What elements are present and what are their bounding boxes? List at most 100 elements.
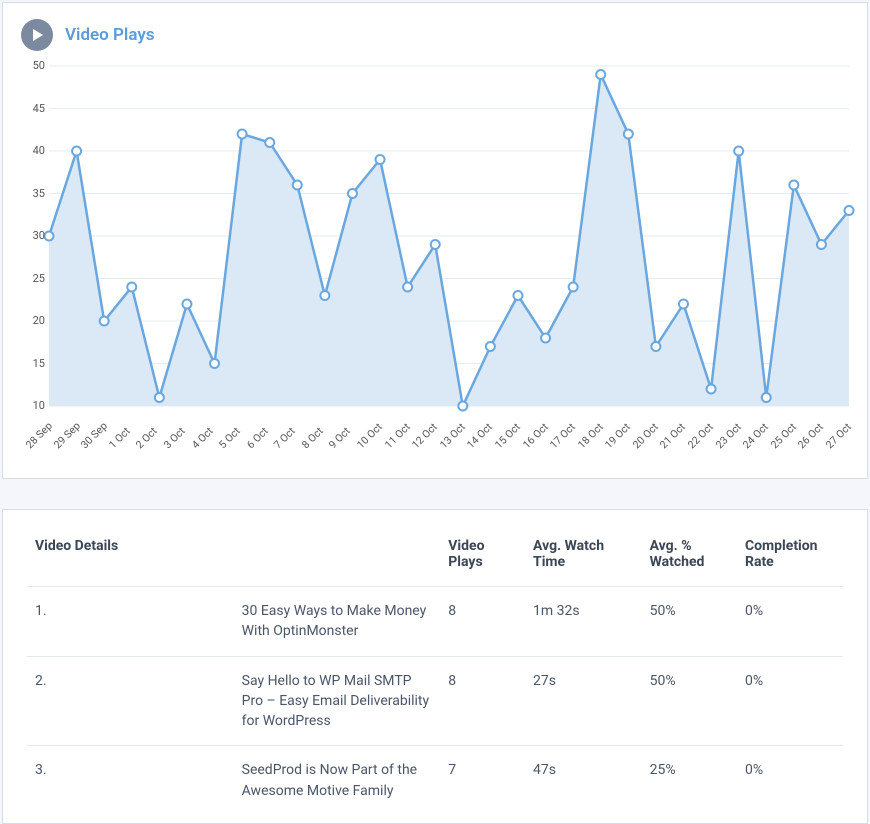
chart-point[interactable] — [624, 130, 633, 139]
y-axis-label: 50 — [25, 59, 45, 72]
chart-point[interactable] — [734, 147, 743, 156]
y-axis-label: 10 — [25, 399, 45, 412]
chart-plot-area: 10152025303540455028 Sep29 Sep30 Sep1 Oc… — [21, 61, 849, 466]
x-axis-label: 7 Oct — [271, 425, 298, 452]
chart-point[interactable] — [72, 147, 81, 156]
x-axis-label: 19 Oct — [602, 420, 633, 451]
x-axis-label: 15 Oct — [492, 420, 523, 451]
chart-point[interactable] — [651, 342, 660, 351]
x-axis-label: 2 Oct — [133, 425, 160, 452]
row-title: SeedProd is Now Part of the Awesome Moti… — [234, 746, 441, 815]
chart-point[interactable] — [265, 138, 274, 147]
table-row[interactable]: 1.30 Easy Ways to Make Money With OptinM… — [27, 587, 843, 657]
y-axis-label: 35 — [25, 187, 45, 200]
row-title: 30 Easy Ways to Make Money With OptinMon… — [234, 587, 441, 657]
x-axis-label: 3 Oct — [161, 425, 188, 452]
chart-point[interactable] — [293, 181, 302, 190]
chart-point[interactable] — [431, 240, 440, 249]
y-axis-label: 40 — [25, 144, 45, 157]
chart-point[interactable] — [320, 291, 329, 300]
col-header-plays: Video Plays — [440, 532, 525, 587]
row-plays: 7 — [440, 746, 525, 815]
x-axis-label: 29 Sep — [51, 419, 83, 451]
row-watch: 27s — [525, 656, 642, 746]
table-row[interactable]: 3.SeedProd is Now Part of the Awesome Mo… — [27, 746, 843, 815]
x-axis-label: 9 Oct — [326, 425, 353, 452]
col-header-watch: Avg. Watch Time — [525, 532, 642, 587]
x-axis-label: 4 Oct — [189, 425, 216, 452]
row-index: 1. — [27, 587, 234, 657]
chart-header: Video Plays — [21, 19, 849, 51]
x-axis-label: 22 Oct — [685, 420, 716, 451]
x-axis-label: 8 Oct — [299, 425, 326, 452]
chart-point[interactable] — [762, 393, 771, 402]
x-axis-label: 24 Oct — [740, 420, 771, 451]
chart-title: Video Plays — [65, 25, 155, 45]
row-plays: 8 — [440, 587, 525, 657]
row-pct: 25% — [642, 746, 737, 815]
col-header-comp: Completion Rate — [737, 532, 843, 587]
video-plays-chart-card: Video Plays 10 15 20 25 30 35 40 45 50 28 Sep29 S… — [2, 2, 868, 479]
x-axis-label: 11 Oct — [382, 420, 413, 451]
chart-point[interactable] — [45, 232, 54, 241]
row-plays: 8 — [440, 656, 525, 746]
x-axis-label: 17 Oct — [547, 420, 578, 451]
chart-point[interactable] — [845, 206, 854, 215]
chart-point[interactable] — [348, 189, 357, 198]
chart-point[interactable] — [817, 240, 826, 249]
x-axis-label: 25 Oct — [768, 420, 799, 451]
chart-point[interactable] — [707, 385, 716, 394]
chart-point[interactable] — [155, 393, 164, 402]
chart-point[interactable] — [458, 402, 467, 411]
x-axis-label: 6 Oct — [244, 425, 271, 452]
chart-svg — [21, 61, 855, 412]
x-axis-label: 5 Oct — [216, 425, 243, 452]
table-row[interactable]: 2.Say Hello to WP Mail SMTP Pro – Easy E… — [27, 656, 843, 746]
y-axis-label: 25 — [25, 272, 45, 285]
play-icon — [21, 19, 53, 51]
row-title: Say Hello to WP Mail SMTP Pro – Easy Ema… — [234, 656, 441, 746]
x-axis-label: 30 Sep — [78, 419, 110, 451]
chart-point[interactable] — [596, 70, 605, 79]
x-axis-label: 16 Oct — [520, 420, 551, 451]
x-axis-label: 26 Oct — [795, 420, 826, 451]
row-comp: 0% — [737, 746, 843, 815]
video-details-table-card: Video Details Video Plays Avg. Watch Tim… — [2, 509, 868, 824]
row-index: 3. — [27, 746, 234, 815]
chart-point[interactable] — [486, 342, 495, 351]
chart-point[interactable] — [569, 283, 578, 292]
chart-point[interactable] — [513, 291, 522, 300]
row-pct: 50% — [642, 587, 737, 657]
chart-point[interactable] — [541, 334, 550, 343]
chart-point[interactable] — [376, 155, 385, 164]
chart-point[interactable] — [182, 300, 191, 309]
y-axis-label: 15 — [25, 357, 45, 370]
x-axis-label: 23 Oct — [713, 420, 744, 451]
x-axis-label: 18 Oct — [575, 420, 606, 451]
chart-point[interactable] — [403, 283, 412, 292]
y-axis-label: 20 — [25, 314, 45, 327]
chart-point[interactable] — [210, 359, 219, 368]
col-header-pct: Avg. % Watched — [642, 532, 737, 587]
x-axis-label: 10 Oct — [354, 420, 385, 451]
y-axis-label: 30 — [25, 229, 45, 242]
x-axis-label: 14 Oct — [464, 420, 495, 451]
chart-point[interactable] — [679, 300, 688, 309]
row-watch: 1m 32s — [525, 587, 642, 657]
x-axis-label: 21 Oct — [657, 420, 688, 451]
row-pct: 50% — [642, 656, 737, 746]
x-axis-label: 27 Oct — [823, 420, 854, 451]
x-axis-label: 28 Sep — [23, 419, 55, 451]
row-watch: 47s — [525, 746, 642, 815]
x-axis-label: 12 Oct — [409, 420, 440, 451]
chart-point[interactable] — [127, 283, 136, 292]
row-comp: 0% — [737, 587, 843, 657]
chart-point[interactable] — [238, 130, 247, 139]
chart-point[interactable] — [100, 317, 109, 326]
x-axis-label: 20 Oct — [630, 420, 661, 451]
row-index: 2. — [27, 656, 234, 746]
chart-point[interactable] — [789, 181, 798, 190]
y-axis-label: 45 — [25, 102, 45, 115]
x-axis-label: 13 Oct — [437, 420, 468, 451]
col-header-details: Video Details — [27, 532, 440, 587]
